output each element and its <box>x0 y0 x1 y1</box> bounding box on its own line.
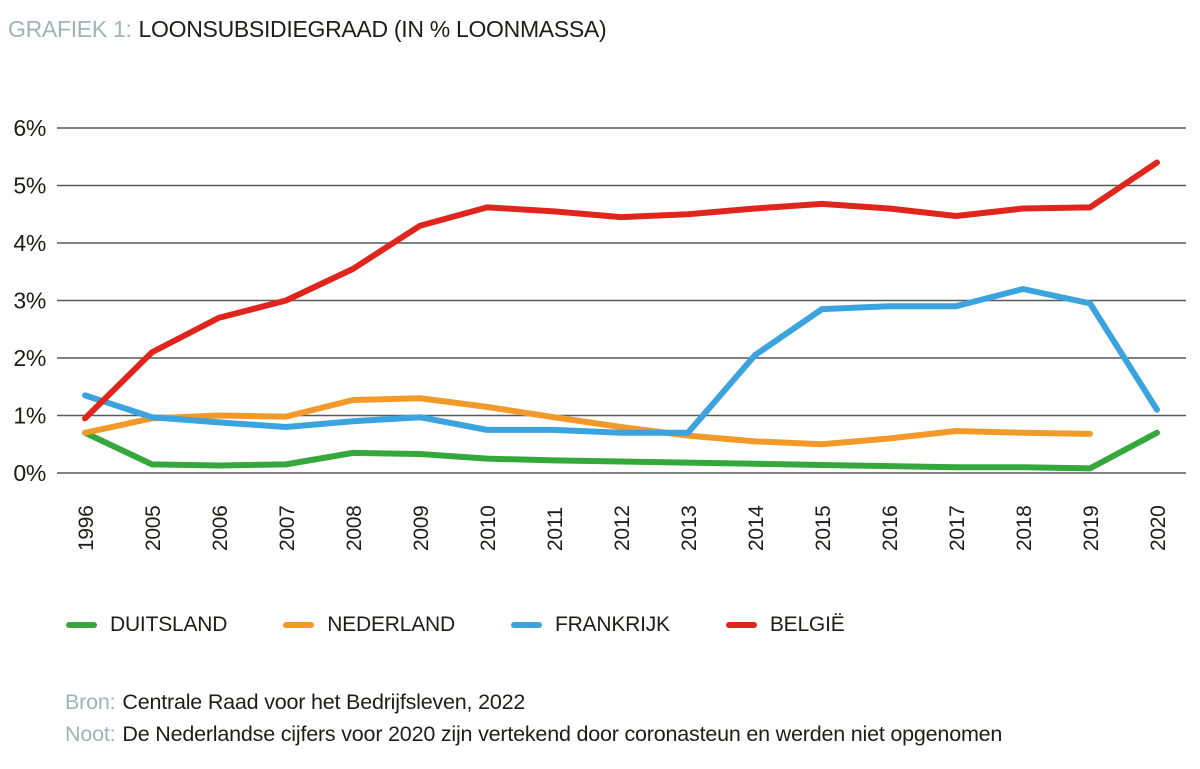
y-tick-label: 6% <box>13 115 46 141</box>
note-label: Noot: <box>65 722 116 746</box>
duitsland-line-swatch-icon <box>66 622 97 628</box>
belgie-line-swatch-icon <box>725 622 757 628</box>
nederland-line-swatch-icon <box>283 622 315 628</box>
x-tick-label: 2014 <box>745 505 768 551</box>
legend-item-duitsland: DUITSLAND <box>66 613 227 637</box>
chart-legend: DUITSLAND NEDERLAND FRANKRIJK BELGIË <box>66 613 845 637</box>
x-tick-label: 2018 <box>1013 505 1036 551</box>
series-line-nederland <box>82 395 1093 448</box>
y-tick-label: 1% <box>13 403 46 429</box>
source-label: Bron: <box>65 690 116 714</box>
chart-title-prefix: GRAFIEK 1: <box>8 16 132 42</box>
legend-label-duitsland: DUITSLAND <box>110 613 228 636</box>
x-tick-label: 2007 <box>276 505 299 551</box>
y-tick-label: 5% <box>13 173 46 199</box>
legend-item-belgie: BELGIË <box>725 613 845 637</box>
y-tick-label: 0% <box>13 460 46 486</box>
x-tick-label: 2006 <box>209 505 232 551</box>
x-tick-label: 2013 <box>678 505 701 551</box>
legend-label-nederland: NEDERLAND <box>327 613 455 636</box>
series-line-frankrijk <box>82 286 1160 436</box>
x-tick-label: 2019 <box>1080 505 1103 551</box>
chart-title-text: LOONSUBSIDIEGRAAD (IN % LOONMASSA) <box>138 16 607 42</box>
source-line: Bron: Centrale Raad voor het Bedrijfsleve… <box>65 686 1002 718</box>
legend-label-belgie: BELGIË <box>769 613 845 636</box>
x-tick-label: 2011 <box>544 507 567 551</box>
x-tick-label: 2008 <box>343 505 366 551</box>
legend-item-nederland: NEDERLAND <box>283 613 455 637</box>
x-tick-label: 2010 <box>477 505 500 551</box>
x-tick-label: 2005 <box>142 505 165 551</box>
x-tick-label: 2009 <box>410 505 433 551</box>
chart-footnotes: Bron: Centrale Raad voor het Bedrijfsleve… <box>65 686 1002 750</box>
x-tick-label: 2016 <box>879 505 902 551</box>
note-line: Noot: De Nederlandse cijfers voor 2020 zi… <box>65 718 1002 750</box>
x-tick-label: 1996 <box>75 505 98 551</box>
line-chart: 0% 1% 2% 3% 4% 5% 6% 1996 2005 2006 2007 2008 2009 20… <box>13 115 1186 551</box>
x-tick-label: 2020 <box>1147 505 1170 551</box>
y-tick-label: 2% <box>13 345 46 371</box>
legend-item-frankrijk: FRANKRIJK <box>510 613 670 637</box>
series-line-duitsland <box>82 429 1160 472</box>
note-text: De Nederlandse cijfers voor 2020 zijn ve… <box>122 722 1003 746</box>
legend-label-frankrijk: FRANKRIJK <box>554 613 670 636</box>
y-tick-label: 3% <box>13 288 46 314</box>
x-tick-label: 2015 <box>812 505 835 551</box>
series-line-belgie <box>82 159 1160 422</box>
x-tick-label: 2017 <box>946 505 969 551</box>
x-tick-label: 2012 <box>611 505 634 551</box>
chart-title: GRAFIEK 1: LOONSUBSIDIEGRAAD (IN % LOONMA… <box>8 16 607 43</box>
frankrijk-line-swatch-icon <box>510 622 542 628</box>
y-tick-label: 4% <box>13 230 46 256</box>
source-text: Centrale Raad voor het Bedrijfsleven, 20… <box>122 690 526 714</box>
